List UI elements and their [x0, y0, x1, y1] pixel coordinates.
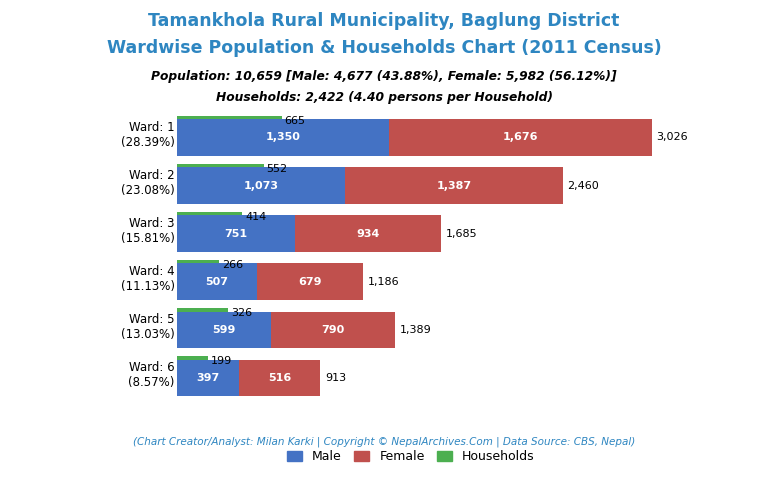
Text: Population: 10,659 [Male: 4,677 (43.88%), Female: 5,982 (56.12%)]: Population: 10,659 [Male: 4,677 (43.88%)… [151, 70, 617, 83]
Legend: Male, Female, Households: Male, Female, Households [282, 445, 540, 468]
Text: Ward: 1
(28.39%): Ward: 1 (28.39%) [121, 121, 175, 149]
Text: Ward: 5
(13.03%): Ward: 5 (13.03%) [121, 314, 175, 341]
Text: 1,387: 1,387 [437, 180, 472, 190]
Text: 507: 507 [206, 277, 228, 287]
Bar [177, 360, 240, 396]
Text: 414: 414 [245, 212, 266, 222]
Text: 1,350: 1,350 [266, 133, 300, 142]
Text: 751: 751 [224, 229, 247, 239]
Text: 1,389: 1,389 [399, 325, 431, 335]
Text: 679: 679 [298, 277, 322, 287]
Bar [295, 215, 442, 252]
Text: Ward: 3
(15.81%): Ward: 3 (15.81%) [121, 217, 175, 245]
Text: 3,026: 3,026 [656, 133, 688, 142]
Text: 1,676: 1,676 [502, 133, 538, 142]
Bar [271, 312, 395, 348]
Text: 913: 913 [325, 373, 346, 383]
Text: 1,685: 1,685 [446, 229, 478, 239]
Text: 552: 552 [266, 164, 288, 174]
Text: Tamankhola Rural Municipality, Baglung District: Tamankhola Rural Municipality, Baglung D… [148, 12, 620, 31]
Text: Ward: 6
(8.57%): Ward: 6 (8.57%) [128, 361, 175, 389]
Bar [177, 116, 282, 125]
Text: 934: 934 [356, 229, 380, 239]
Text: 1,073: 1,073 [244, 180, 279, 190]
Bar [346, 167, 563, 204]
Bar [177, 215, 295, 252]
Text: 516: 516 [268, 373, 292, 383]
Bar [177, 164, 263, 174]
Text: 2,460: 2,460 [568, 180, 599, 190]
Text: 397: 397 [197, 373, 220, 383]
Text: Households: 2,422 (4.40 persons per Household): Households: 2,422 (4.40 persons per Hous… [216, 91, 552, 104]
Text: 326: 326 [231, 308, 253, 318]
Bar [177, 308, 228, 318]
Text: 199: 199 [211, 356, 233, 366]
Text: Ward: 2
(23.08%): Ward: 2 (23.08%) [121, 169, 175, 197]
Text: 266: 266 [222, 260, 243, 270]
Bar [177, 260, 219, 270]
Bar [177, 356, 208, 366]
Text: 665: 665 [284, 115, 306, 126]
Bar [177, 119, 389, 156]
Bar [177, 312, 271, 348]
Text: 1,186: 1,186 [368, 277, 399, 287]
Text: 599: 599 [213, 325, 236, 335]
Text: 790: 790 [322, 325, 345, 335]
Bar [257, 263, 363, 300]
Bar [177, 212, 242, 222]
Bar [240, 360, 320, 396]
Bar [177, 263, 257, 300]
Text: Wardwise Population & Households Chart (2011 Census): Wardwise Population & Households Chart (… [107, 39, 661, 58]
Text: Ward: 4
(11.13%): Ward: 4 (11.13%) [121, 265, 175, 293]
Text: (Chart Creator/Analyst: Milan Karki | Copyright © NepalArchives.Com | Data Sourc: (Chart Creator/Analyst: Milan Karki | Co… [133, 436, 635, 447]
Bar [177, 167, 346, 204]
Bar [389, 119, 652, 156]
